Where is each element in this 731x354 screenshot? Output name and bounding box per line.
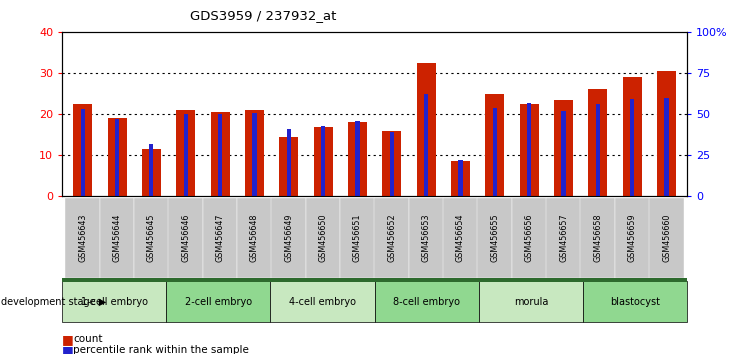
- Text: ■: ■: [62, 344, 74, 354]
- Text: GSM456660: GSM456660: [662, 214, 671, 262]
- Bar: [596, 104, 600, 196]
- Bar: [279, 137, 298, 196]
- Bar: [527, 103, 531, 196]
- Bar: [588, 90, 607, 196]
- Text: GSM456651: GSM456651: [353, 214, 362, 262]
- Text: GSM456652: GSM456652: [387, 214, 396, 262]
- Text: GSM456657: GSM456657: [559, 214, 568, 262]
- Bar: [657, 71, 676, 196]
- Bar: [458, 160, 463, 196]
- Text: GSM456655: GSM456655: [491, 214, 499, 262]
- Text: GSM456645: GSM456645: [147, 214, 156, 262]
- Text: GSM456647: GSM456647: [216, 214, 224, 262]
- Bar: [355, 121, 360, 196]
- Bar: [485, 93, 504, 196]
- Text: GSM456646: GSM456646: [181, 214, 190, 262]
- Bar: [321, 126, 325, 196]
- Bar: [314, 126, 333, 196]
- Bar: [115, 119, 119, 196]
- Text: blastocyst: blastocyst: [610, 297, 660, 307]
- Text: GDS3959 / 237932_at: GDS3959 / 237932_at: [190, 9, 336, 22]
- Bar: [451, 161, 470, 196]
- Bar: [561, 111, 566, 196]
- Bar: [664, 98, 669, 196]
- Bar: [183, 114, 188, 196]
- Bar: [390, 132, 394, 196]
- Bar: [623, 77, 642, 196]
- Text: count: count: [73, 334, 102, 344]
- Text: GSM456654: GSM456654: [456, 214, 465, 262]
- Bar: [211, 112, 230, 196]
- Bar: [245, 110, 264, 196]
- Bar: [149, 144, 154, 196]
- Text: 8-cell embryo: 8-cell embryo: [393, 297, 461, 307]
- Bar: [348, 122, 367, 196]
- Text: GSM456644: GSM456644: [113, 214, 121, 262]
- Text: ■: ■: [62, 333, 74, 346]
- Text: GSM456658: GSM456658: [594, 214, 602, 262]
- Text: 4-cell embryo: 4-cell embryo: [289, 297, 356, 307]
- Text: GSM456648: GSM456648: [250, 214, 259, 262]
- Bar: [176, 110, 195, 196]
- Bar: [630, 99, 635, 196]
- Text: GSM456656: GSM456656: [525, 214, 534, 262]
- Text: GSM456649: GSM456649: [284, 214, 293, 262]
- Text: development stage ▶: development stage ▶: [1, 297, 107, 307]
- Bar: [142, 149, 161, 196]
- Bar: [287, 129, 291, 196]
- Bar: [417, 63, 436, 196]
- Bar: [218, 114, 222, 196]
- Text: percentile rank within the sample: percentile rank within the sample: [73, 346, 249, 354]
- Text: 1-cell embryo: 1-cell embryo: [80, 297, 148, 307]
- Bar: [107, 118, 126, 196]
- Bar: [252, 113, 257, 196]
- Text: GSM456659: GSM456659: [628, 214, 637, 262]
- Bar: [424, 95, 428, 196]
- Text: 2-cell embryo: 2-cell embryo: [185, 297, 252, 307]
- Text: GSM456650: GSM456650: [319, 214, 327, 262]
- Bar: [382, 131, 401, 196]
- Bar: [493, 108, 497, 196]
- Bar: [520, 104, 539, 196]
- Bar: [554, 100, 573, 196]
- Text: GSM456653: GSM456653: [422, 214, 431, 262]
- Bar: [80, 109, 85, 196]
- Text: GSM456643: GSM456643: [78, 214, 87, 262]
- Bar: [73, 104, 92, 196]
- Text: morula: morula: [514, 297, 548, 307]
